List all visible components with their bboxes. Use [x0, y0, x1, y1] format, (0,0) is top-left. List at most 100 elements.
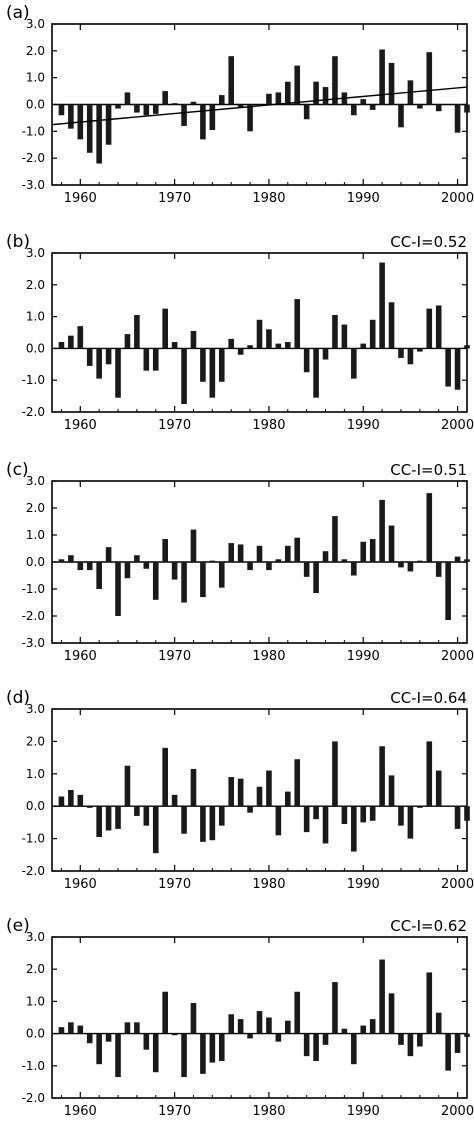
bar: [332, 741, 338, 807]
bar: [256, 545, 263, 562]
bar: [96, 104, 102, 164]
bar: [454, 348, 461, 390]
bar: [58, 1027, 65, 1034]
y-tick-label: 0.0: [26, 555, 45, 569]
bar: [426, 52, 433, 105]
bar: [445, 348, 451, 387]
bar: [351, 1033, 357, 1065]
bar: [115, 806, 121, 829]
bar: [407, 806, 414, 839]
bar: [351, 348, 357, 379]
bar: [105, 348, 112, 365]
bar: [388, 993, 395, 1034]
bar: [247, 1033, 253, 1039]
bar: [209, 348, 216, 398]
bar: [105, 806, 112, 831]
bar: [171, 103, 178, 105]
bar: [190, 768, 197, 807]
bar: [58, 796, 65, 807]
bar: [124, 334, 131, 349]
bar: [435, 104, 442, 112]
bar: [266, 329, 272, 349]
bar: [152, 348, 159, 371]
bar: [360, 806, 367, 823]
panel-label: (c): [6, 460, 29, 480]
bar: [332, 516, 338, 562]
x-tick-label: 1990: [347, 877, 380, 892]
y-tick-label: -2.0: [22, 864, 45, 878]
y-tick-label: 0.0: [26, 98, 45, 112]
bar: [115, 562, 121, 616]
bar: [96, 806, 102, 837]
panel-label: (e): [6, 916, 30, 936]
bar: [275, 343, 282, 349]
bar: [247, 806, 253, 813]
bar: [190, 101, 197, 105]
y-tick-label: 1.0: [26, 528, 45, 542]
bar: [162, 308, 168, 349]
bar: [86, 562, 93, 571]
bar: [360, 343, 367, 349]
bar: [407, 562, 414, 572]
bar: [445, 104, 451, 106]
y-tick-label: -3.0: [22, 178, 45, 192]
bar: [143, 1033, 150, 1050]
y-tick-label: -2.0: [22, 1091, 45, 1105]
bar: [284, 342, 291, 349]
bar: [313, 81, 319, 105]
x-tick-label: 1980: [252, 649, 285, 664]
bar: [322, 87, 329, 105]
x-tick-label: 1960: [64, 649, 97, 664]
bar: [426, 308, 433, 349]
bar: [445, 1033, 451, 1071]
y-tick-label: 1.0: [26, 994, 45, 1008]
bar: [237, 348, 244, 355]
x-tick-label: 1990: [347, 418, 380, 433]
bar: [256, 786, 263, 807]
bar: [256, 1011, 263, 1034]
bar: [152, 1033, 159, 1073]
bar: [275, 1033, 282, 1042]
bar: [152, 104, 159, 114]
bar: [218, 1033, 225, 1061]
bar: [454, 1033, 461, 1053]
bar: [190, 529, 197, 562]
bar: [351, 806, 357, 852]
y-tick-label: -1.0: [22, 373, 45, 387]
bar: [200, 104, 206, 140]
y-tick-label: 0.0: [26, 341, 45, 355]
x-tick-label: 1970: [158, 191, 191, 206]
bar: [256, 104, 263, 106]
bar: [417, 104, 423, 109]
bar: [417, 560, 423, 562]
panel-2: -3.0 -2.0 -1.0 0.0 1.0 2.0 3.0 1960 1970 1980 1990…: [6, 460, 474, 664]
bar: [68, 335, 74, 349]
bar: [105, 104, 112, 145]
bar: [322, 348, 329, 360]
bar: [435, 1012, 442, 1034]
bar: [162, 747, 168, 807]
bar: [407, 1033, 414, 1057]
x-tick-label: 2000: [441, 418, 474, 433]
correlation-annotation: CC-I=0.52: [390, 233, 467, 251]
bar: [115, 348, 121, 398]
bar: [200, 348, 206, 382]
bar: [266, 770, 272, 807]
x-tick-label: 1990: [347, 191, 380, 206]
y-tick-label: 3.0: [26, 246, 45, 260]
bar: [247, 104, 253, 132]
bar: [200, 1033, 206, 1074]
bar: [228, 777, 235, 807]
y-tick-label: 1.0: [26, 71, 45, 85]
bar: [200, 806, 206, 842]
panel-4: -2.0 -1.0 0.0 1.0 2.0 3.0 1960 1970 1980 1990 2000…: [6, 916, 474, 1119]
y-tick-label: -2.0: [22, 609, 45, 623]
bar: [351, 562, 357, 576]
bar: [379, 49, 385, 105]
x-tick-label: 2000: [441, 1104, 474, 1119]
bar: [426, 493, 433, 562]
panel-label: (d): [6, 688, 30, 708]
bar: [247, 345, 253, 349]
y-tick-label: 1.0: [26, 310, 45, 324]
bar: [86, 104, 93, 153]
